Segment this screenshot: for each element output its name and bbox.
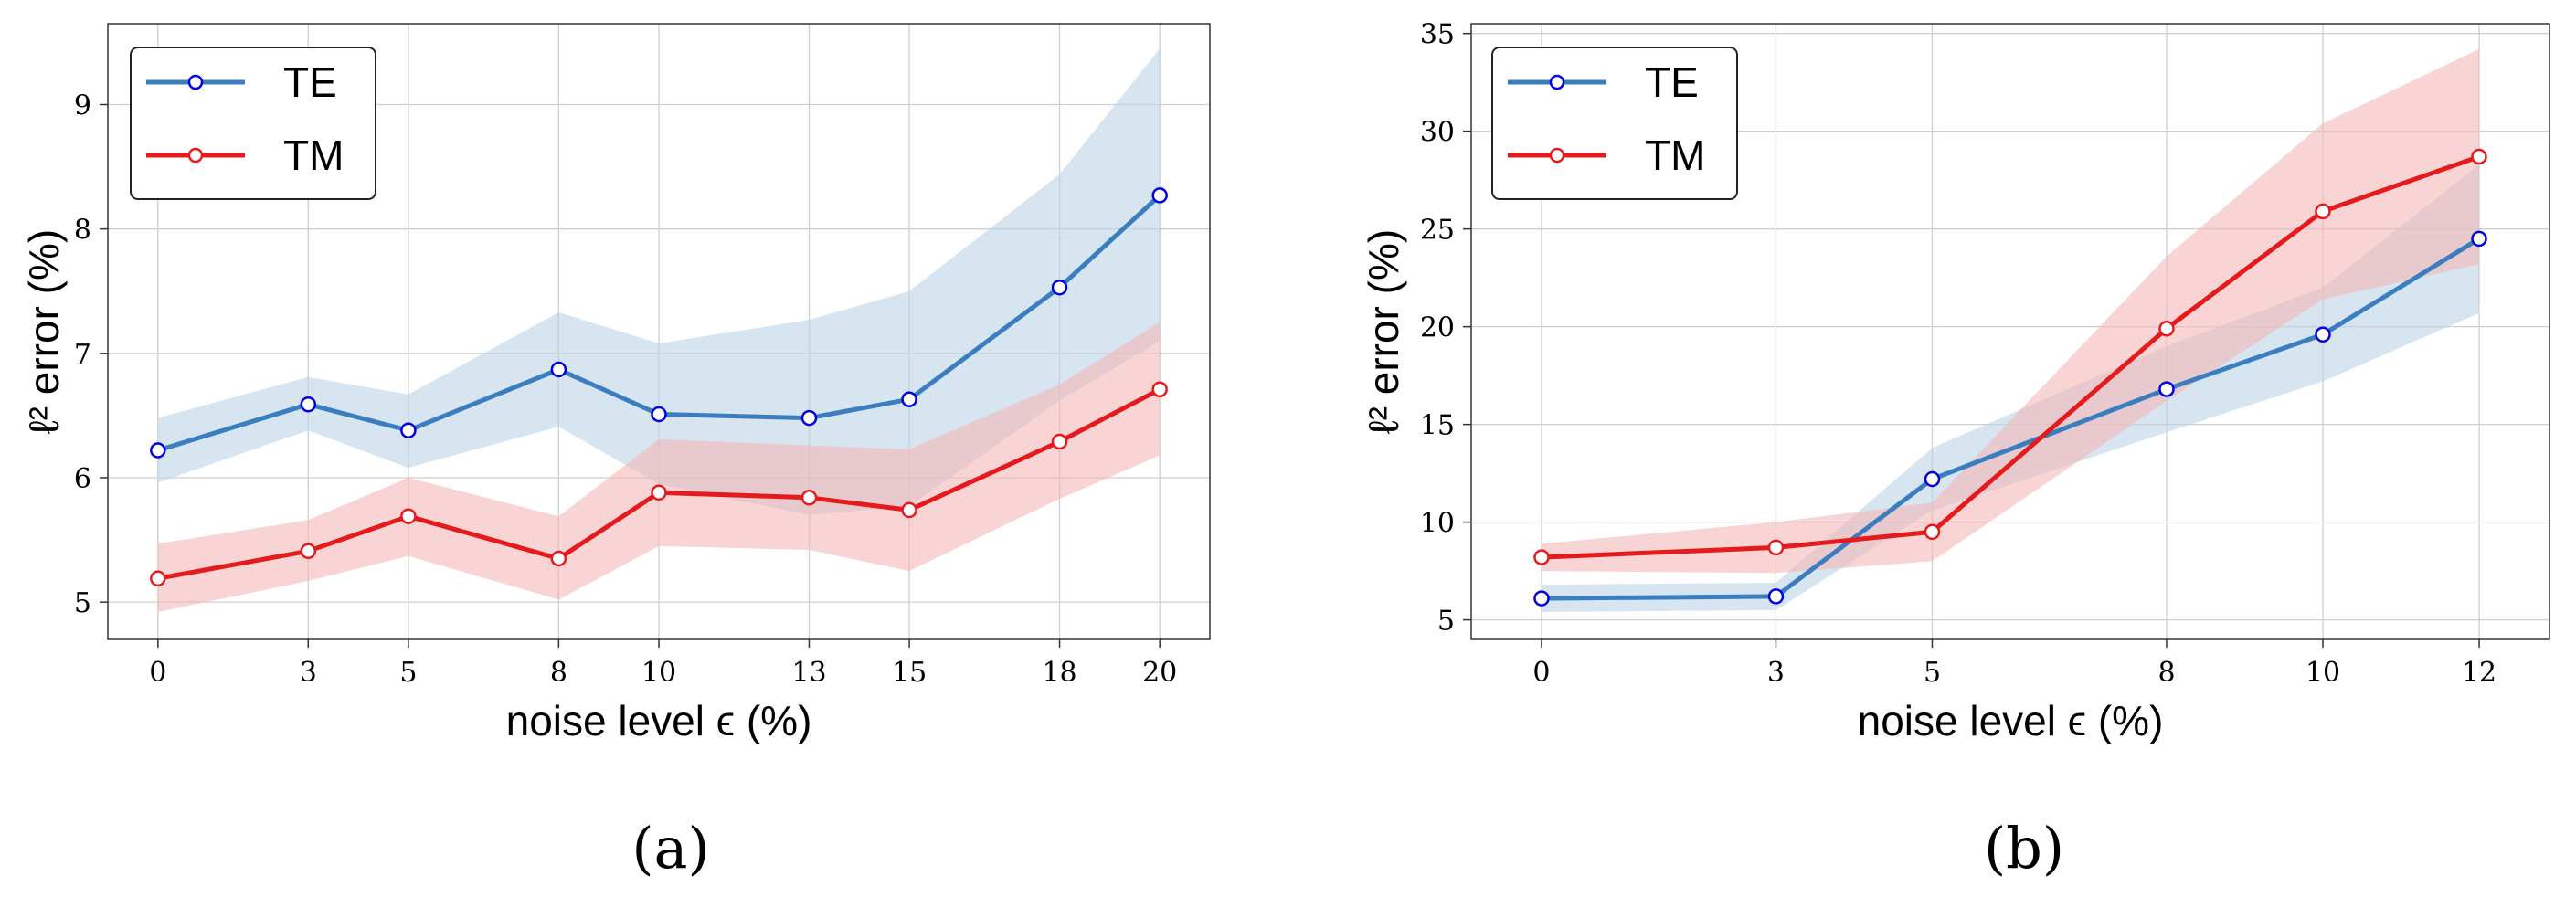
panel-b-tm-point bbox=[2315, 203, 2331, 220]
panel-a-x-tick-label: 20 bbox=[1142, 657, 1177, 689]
panel-b-x-tick-label: 5 bbox=[1924, 657, 1941, 689]
panel-b-x-tick-label: 8 bbox=[2157, 657, 2175, 689]
panel-b-tm-point bbox=[1533, 549, 1550, 565]
panel-a-markers bbox=[150, 187, 1168, 587]
panel-a-tm-point bbox=[400, 508, 417, 524]
panel-b-x-tick-label: 3 bbox=[1767, 657, 1785, 689]
panel-b-te-point bbox=[2158, 381, 2175, 397]
panel-a-legend-tm-marker bbox=[187, 147, 204, 164]
panel-b-legend-tm-label: TM bbox=[1645, 132, 1705, 179]
panel-a-x-tick-label: 8 bbox=[550, 657, 567, 689]
panel-b-te-point bbox=[1924, 470, 1941, 488]
panel-a-y-tick-label: 5 bbox=[74, 587, 91, 619]
panel-b-te-point bbox=[2471, 230, 2487, 248]
panel-a-tm-point bbox=[1151, 381, 1168, 398]
panel-a-te-point bbox=[1051, 279, 1068, 296]
panel-b-x-tick-label: 10 bbox=[2306, 657, 2340, 689]
panel-a-x-tick-label: 3 bbox=[300, 657, 317, 689]
panel-a-tm-point bbox=[550, 550, 567, 567]
panel-b-legend-te-label: TE bbox=[1645, 58, 1699, 106]
panel-a-te-point bbox=[800, 409, 818, 427]
panel-b-te-band bbox=[1542, 164, 2479, 612]
panel-a-tm-point bbox=[300, 543, 317, 560]
panel-b-x-axis-label: noise level ϵ (%) bbox=[1858, 697, 2164, 744]
panel-b-y-tick-label: 35 bbox=[1420, 19, 1455, 51]
panel-a-x-ticks: 0 3 5 8 10 13 15 18 20 bbox=[149, 639, 1177, 689]
panel-a-tm-point bbox=[800, 490, 818, 506]
panel-b-te-point bbox=[2315, 326, 2331, 343]
panel-b-caption: (b) bbox=[1984, 815, 2064, 881]
panel-a-tm-point bbox=[651, 484, 667, 501]
panel-b-tm-point bbox=[2158, 321, 2175, 337]
panel-a-te-point bbox=[300, 396, 317, 413]
panel-b-bands bbox=[1542, 48, 2479, 612]
panel-a-x-tick-label: 5 bbox=[399, 657, 417, 689]
panel-a-te-point bbox=[150, 442, 166, 459]
panel-a-y-tick-label: 6 bbox=[74, 463, 91, 495]
panel-b-y-tick-label: 5 bbox=[1437, 606, 1455, 638]
panel-a-x-tick-label: 18 bbox=[1042, 657, 1076, 689]
panel-b-tm-point bbox=[1924, 523, 1941, 541]
panel-a-te-point bbox=[1151, 187, 1168, 204]
panel-a-y-tick-label: 8 bbox=[74, 215, 91, 247]
panel-a-y-tick-label: 9 bbox=[74, 90, 91, 122]
panel-a-te-point bbox=[550, 361, 567, 378]
panel-a-x-tick-label: 0 bbox=[149, 657, 166, 689]
panel-b-legend: TE TM bbox=[1491, 47, 1738, 200]
panel-a-legend: TE TM bbox=[130, 47, 376, 200]
panel-a-y-tick-label: 7 bbox=[74, 339, 91, 371]
panel-b-te-point bbox=[1767, 588, 1785, 605]
panel-b-legend-tm-marker bbox=[1549, 147, 1565, 164]
panel-a-legend-te-label: TE bbox=[283, 58, 337, 106]
panel-a-x-tick-label: 13 bbox=[791, 657, 826, 689]
panel-a-te-point bbox=[400, 422, 417, 438]
panel-b-y-tick-label: 10 bbox=[1420, 508, 1455, 540]
panel-a-legend-te-marker bbox=[187, 74, 204, 90]
panel-a-y-axis-label: ℓ² error (%) bbox=[20, 229, 68, 434]
panel-b-te-point bbox=[1533, 590, 1550, 607]
panel-a-x-axis-label: noise level ϵ (%) bbox=[506, 697, 812, 744]
panel-a-tm-point bbox=[1051, 433, 1068, 450]
panel-a-te-point bbox=[901, 391, 917, 407]
panel-a-legend-tm-label: TM bbox=[283, 132, 344, 179]
panel-b-y-tick-label: 25 bbox=[1420, 215, 1455, 247]
panel-b-markers bbox=[1533, 148, 2487, 607]
panel-b-y-tick-label: 30 bbox=[1420, 117, 1455, 149]
panel-a-te-point bbox=[651, 406, 667, 423]
panel-b-tm-point bbox=[1767, 539, 1785, 556]
panel-b-y-ticks: 5 10 15 20 25 30 35 bbox=[1420, 19, 1471, 638]
panel-b-y-axis-label: ℓ² error (%) bbox=[1360, 229, 1407, 434]
panel-a: 0 3 5 8 10 13 15 18 20 5 6 7 8 9 noise level ϵ (%) ℓ… bbox=[20, 23, 1211, 881]
panel-b-y-tick-label: 15 bbox=[1420, 410, 1455, 442]
panel-a-x-tick-label: 15 bbox=[892, 657, 927, 689]
panel-b-plot-frame bbox=[1470, 23, 2550, 640]
panel-a-tm-point bbox=[150, 570, 166, 587]
panel-b-y-tick-label: 20 bbox=[1420, 312, 1455, 344]
panel-b-tm-band bbox=[1542, 48, 2479, 574]
panel-b-legend-te-marker bbox=[1549, 74, 1565, 90]
panel-b-lines bbox=[1541, 154, 2481, 601]
panel-b-tm-line bbox=[1541, 154, 2480, 560]
panel-a-tm-band bbox=[157, 322, 1161, 612]
panel-a-caption: (a) bbox=[631, 815, 709, 881]
panel-b-x-tick-label: 12 bbox=[2462, 657, 2496, 689]
panel-b-x-tick-label: 0 bbox=[1532, 657, 1550, 689]
panel-b-te-line bbox=[1541, 237, 2481, 601]
panel-b-tm-point bbox=[2471, 148, 2487, 165]
panel-b-x-ticks: 0 3 5 8 10 12 bbox=[1532, 639, 2496, 689]
panel-a-x-tick-label: 10 bbox=[641, 657, 676, 689]
panel-a-tm-point bbox=[901, 501, 917, 519]
panel-a-y-ticks: 5 6 7 8 9 bbox=[74, 90, 108, 619]
